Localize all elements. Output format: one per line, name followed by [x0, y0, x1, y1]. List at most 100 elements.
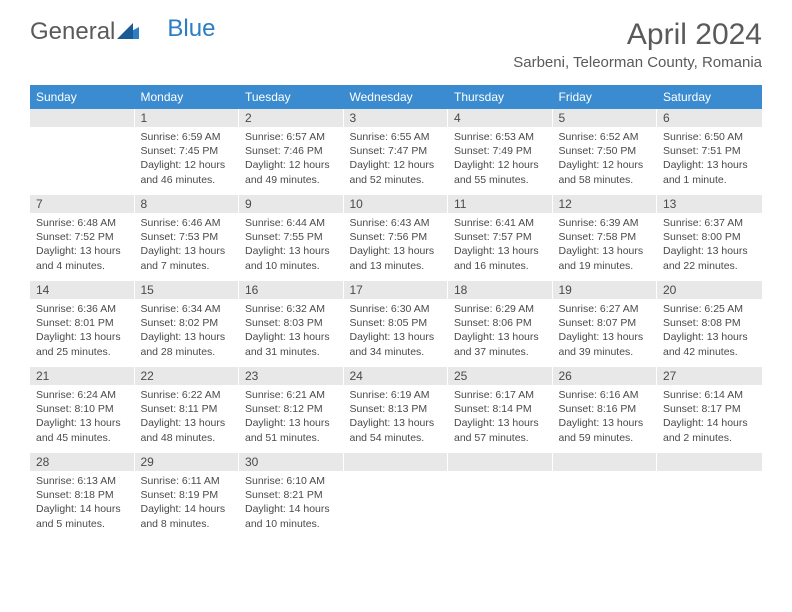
sunset-text: Sunset: 8:07 PM: [559, 316, 651, 330]
day-number: 30: [239, 453, 344, 471]
sunset-text: Sunset: 8:11 PM: [141, 402, 233, 416]
daylight-text: Daylight: 12 hours and 52 minutes.: [350, 158, 442, 186]
day-details: Sunrise: 6:52 AMSunset: 7:50 PMDaylight:…: [553, 127, 658, 193]
day-number: 6: [657, 109, 762, 127]
day-number: 27: [657, 367, 762, 385]
daylight-text: Daylight: 12 hours and 49 minutes.: [245, 158, 337, 186]
calendar-day-cell: 21Sunrise: 6:24 AMSunset: 8:10 PMDayligh…: [30, 367, 135, 453]
sunset-text: Sunset: 8:02 PM: [141, 316, 233, 330]
calendar-day-cell: 10Sunrise: 6:43 AMSunset: 7:56 PMDayligh…: [344, 195, 449, 281]
day-details: [30, 127, 135, 185]
daylight-text: Daylight: 14 hours and 8 minutes.: [141, 502, 233, 530]
location-subtitle: Sarbeni, Teleorman County, Romania: [513, 54, 762, 71]
calendar-week-row: 7Sunrise: 6:48 AMSunset: 7:52 PMDaylight…: [30, 195, 762, 281]
calendar-day-cell: 20Sunrise: 6:25 AMSunset: 8:08 PMDayligh…: [657, 281, 762, 367]
sunset-text: Sunset: 7:51 PM: [663, 144, 756, 158]
calendar-week-row: 28Sunrise: 6:13 AMSunset: 8:18 PMDayligh…: [30, 453, 762, 539]
calendar-day-cell: 4Sunrise: 6:53 AMSunset: 7:49 PMDaylight…: [448, 109, 553, 195]
sunset-text: Sunset: 7:56 PM: [350, 230, 442, 244]
day-details: Sunrise: 6:17 AMSunset: 8:14 PMDaylight:…: [448, 385, 553, 451]
day-number: 7: [30, 195, 135, 213]
day-number: 1: [135, 109, 240, 127]
day-details: Sunrise: 6:41 AMSunset: 7:57 PMDaylight:…: [448, 213, 553, 279]
day-details: Sunrise: 6:46 AMSunset: 7:53 PMDaylight:…: [135, 213, 240, 279]
weekday-header: Monday: [135, 85, 240, 109]
day-details: Sunrise: 6:53 AMSunset: 7:49 PMDaylight:…: [448, 127, 553, 193]
day-details: Sunrise: 6:16 AMSunset: 8:16 PMDaylight:…: [553, 385, 658, 451]
calendar-day-cell: 16Sunrise: 6:32 AMSunset: 8:03 PMDayligh…: [239, 281, 344, 367]
sunrise-text: Sunrise: 6:37 AM: [663, 216, 756, 230]
sunrise-text: Sunrise: 6:29 AM: [454, 302, 546, 316]
daylight-text: Daylight: 13 hours and 19 minutes.: [559, 244, 651, 272]
sunrise-text: Sunrise: 6:55 AM: [350, 130, 442, 144]
sunrise-text: Sunrise: 6:41 AM: [454, 216, 546, 230]
daylight-text: Daylight: 13 hours and 25 minutes.: [36, 330, 128, 358]
day-details: Sunrise: 6:44 AMSunset: 7:55 PMDaylight:…: [239, 213, 344, 279]
sunrise-text: Sunrise: 6:14 AM: [663, 388, 756, 402]
sunrise-text: Sunrise: 6:36 AM: [36, 302, 128, 316]
daylight-text: Daylight: 13 hours and 4 minutes.: [36, 244, 128, 272]
day-details: Sunrise: 6:48 AMSunset: 7:52 PMDaylight:…: [30, 213, 135, 279]
sunset-text: Sunset: 8:21 PM: [245, 488, 337, 502]
day-number: 16: [239, 281, 344, 299]
calendar-day-cell: 8Sunrise: 6:46 AMSunset: 7:53 PMDaylight…: [135, 195, 240, 281]
sunrise-text: Sunrise: 6:16 AM: [559, 388, 651, 402]
calendar-week-row: 14Sunrise: 6:36 AMSunset: 8:01 PMDayligh…: [30, 281, 762, 367]
sunset-text: Sunset: 7:50 PM: [559, 144, 651, 158]
sunrise-text: Sunrise: 6:30 AM: [350, 302, 442, 316]
day-details: Sunrise: 6:27 AMSunset: 8:07 PMDaylight:…: [553, 299, 658, 365]
daylight-text: Daylight: 13 hours and 59 minutes.: [559, 416, 651, 444]
day-number: 23: [239, 367, 344, 385]
sunset-text: Sunset: 8:06 PM: [454, 316, 546, 330]
weekday-header: Tuesday: [239, 85, 344, 109]
sunrise-text: Sunrise: 6:19 AM: [350, 388, 442, 402]
day-number: 26: [553, 367, 658, 385]
sunrise-text: Sunrise: 6:21 AM: [245, 388, 337, 402]
day-number: 20: [657, 281, 762, 299]
sunrise-text: Sunrise: 6:11 AM: [141, 474, 233, 488]
sunrise-text: Sunrise: 6:48 AM: [36, 216, 128, 230]
calendar-day-cell: 1Sunrise: 6:59 AMSunset: 7:45 PMDaylight…: [135, 109, 240, 195]
sunrise-text: Sunrise: 6:13 AM: [36, 474, 128, 488]
calendar-day-cell: 17Sunrise: 6:30 AMSunset: 8:05 PMDayligh…: [344, 281, 449, 367]
daylight-text: Daylight: 13 hours and 57 minutes.: [454, 416, 546, 444]
day-details: Sunrise: 6:29 AMSunset: 8:06 PMDaylight:…: [448, 299, 553, 365]
weekday-header: Sunday: [30, 85, 135, 109]
sunset-text: Sunset: 8:19 PM: [141, 488, 233, 502]
daylight-text: Daylight: 14 hours and 2 minutes.: [663, 416, 756, 444]
sunset-text: Sunset: 7:52 PM: [36, 230, 128, 244]
sunrise-text: Sunrise: 6:44 AM: [245, 216, 337, 230]
sunset-text: Sunset: 7:49 PM: [454, 144, 546, 158]
sunrise-text: Sunrise: 6:53 AM: [454, 130, 546, 144]
calendar-week-row: 21Sunrise: 6:24 AMSunset: 8:10 PMDayligh…: [30, 367, 762, 453]
weekday-header: Thursday: [448, 85, 553, 109]
sunset-text: Sunset: 8:18 PM: [36, 488, 128, 502]
sunrise-text: Sunrise: 6:50 AM: [663, 130, 756, 144]
day-number: 14: [30, 281, 135, 299]
calendar-day-cell: 12Sunrise: 6:39 AMSunset: 7:58 PMDayligh…: [553, 195, 658, 281]
calendar-day-cell: 26Sunrise: 6:16 AMSunset: 8:16 PMDayligh…: [553, 367, 658, 453]
day-number: 10: [344, 195, 449, 213]
calendar-day-cell: [657, 453, 762, 539]
logo-triangle-icon: [117, 18, 139, 46]
logo: General Blue: [30, 18, 215, 46]
calendar-day-cell: 9Sunrise: 6:44 AMSunset: 7:55 PMDaylight…: [239, 195, 344, 281]
daylight-text: Daylight: 12 hours and 55 minutes.: [454, 158, 546, 186]
sunrise-text: Sunrise: 6:57 AM: [245, 130, 337, 144]
calendar-day-cell: 18Sunrise: 6:29 AMSunset: 8:06 PMDayligh…: [448, 281, 553, 367]
day-details: Sunrise: 6:55 AMSunset: 7:47 PMDaylight:…: [344, 127, 449, 193]
daylight-text: Daylight: 13 hours and 16 minutes.: [454, 244, 546, 272]
sunrise-text: Sunrise: 6:17 AM: [454, 388, 546, 402]
sunrise-text: Sunrise: 6:59 AM: [141, 130, 233, 144]
sunset-text: Sunset: 8:12 PM: [245, 402, 337, 416]
sunrise-text: Sunrise: 6:32 AM: [245, 302, 337, 316]
calendar-day-cell: 6Sunrise: 6:50 AMSunset: 7:51 PMDaylight…: [657, 109, 762, 195]
day-details: [344, 471, 449, 529]
sunset-text: Sunset: 7:47 PM: [350, 144, 442, 158]
day-number: 28: [30, 453, 135, 471]
day-details: [657, 471, 762, 529]
day-details: Sunrise: 6:57 AMSunset: 7:46 PMDaylight:…: [239, 127, 344, 193]
calendar-day-cell: [448, 453, 553, 539]
daylight-text: Daylight: 14 hours and 5 minutes.: [36, 502, 128, 530]
day-number: [657, 453, 762, 471]
